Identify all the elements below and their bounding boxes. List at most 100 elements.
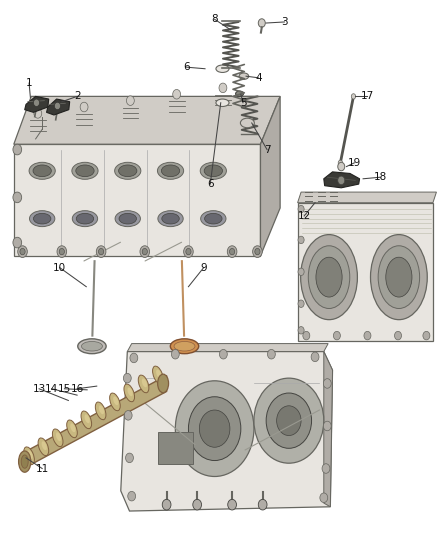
Ellipse shape (78, 339, 106, 354)
Ellipse shape (113, 397, 118, 405)
Ellipse shape (29, 163, 55, 179)
Circle shape (255, 248, 260, 255)
Ellipse shape (158, 211, 183, 227)
Text: 14: 14 (45, 384, 58, 394)
Circle shape (99, 248, 104, 255)
Circle shape (303, 332, 310, 340)
Ellipse shape (371, 235, 427, 320)
Ellipse shape (33, 213, 51, 224)
Text: 1: 1 (26, 78, 32, 88)
Circle shape (338, 160, 343, 165)
Text: 7: 7 (264, 144, 270, 155)
Polygon shape (297, 203, 433, 341)
Polygon shape (297, 192, 436, 203)
Circle shape (193, 499, 201, 510)
Ellipse shape (316, 257, 342, 297)
Ellipse shape (156, 369, 161, 378)
Text: 17: 17 (361, 91, 374, 101)
Ellipse shape (29, 211, 55, 227)
Ellipse shape (138, 375, 149, 393)
Ellipse shape (24, 447, 34, 465)
Ellipse shape (72, 163, 98, 179)
Ellipse shape (76, 165, 94, 176)
Polygon shape (46, 99, 70, 115)
Ellipse shape (42, 441, 47, 450)
Ellipse shape (56, 432, 61, 441)
Ellipse shape (119, 165, 137, 176)
Polygon shape (21, 375, 166, 470)
Ellipse shape (201, 211, 226, 227)
Circle shape (126, 453, 134, 463)
Circle shape (266, 393, 311, 448)
Circle shape (298, 236, 304, 244)
Ellipse shape (95, 402, 106, 419)
Text: 11: 11 (35, 464, 49, 473)
Polygon shape (14, 144, 261, 256)
Ellipse shape (115, 211, 141, 227)
Ellipse shape (174, 342, 195, 351)
Ellipse shape (110, 393, 120, 411)
Ellipse shape (161, 165, 180, 176)
Text: 19: 19 (348, 158, 361, 168)
Text: 6: 6 (207, 179, 214, 189)
Ellipse shape (205, 213, 222, 224)
Circle shape (59, 248, 64, 255)
Circle shape (258, 19, 265, 27)
Circle shape (338, 163, 345, 171)
Ellipse shape (76, 213, 94, 224)
Circle shape (230, 248, 235, 255)
Polygon shape (127, 344, 328, 352)
Circle shape (13, 192, 21, 203)
Ellipse shape (239, 73, 249, 79)
Ellipse shape (157, 163, 184, 179)
Ellipse shape (308, 246, 350, 309)
Circle shape (57, 246, 67, 257)
Circle shape (323, 378, 331, 388)
Circle shape (33, 99, 39, 107)
Ellipse shape (18, 451, 31, 472)
Ellipse shape (27, 450, 32, 459)
Circle shape (219, 350, 227, 359)
Circle shape (227, 246, 237, 257)
Ellipse shape (162, 213, 179, 224)
Ellipse shape (115, 163, 141, 179)
Circle shape (18, 246, 27, 257)
Text: 4: 4 (255, 73, 261, 83)
Text: 18: 18 (374, 172, 387, 182)
Ellipse shape (38, 438, 49, 456)
Ellipse shape (33, 165, 51, 176)
Circle shape (351, 94, 356, 99)
Circle shape (173, 90, 180, 99)
Text: 9: 9 (201, 263, 207, 272)
Ellipse shape (240, 118, 254, 128)
Ellipse shape (216, 65, 229, 72)
Polygon shape (25, 96, 49, 112)
Circle shape (338, 176, 345, 184)
Circle shape (13, 237, 21, 248)
Ellipse shape (158, 374, 169, 393)
Ellipse shape (200, 163, 226, 179)
Ellipse shape (99, 406, 104, 414)
Ellipse shape (72, 211, 98, 227)
Circle shape (423, 332, 430, 340)
Text: 12: 12 (297, 211, 311, 221)
Circle shape (171, 350, 179, 359)
Circle shape (320, 493, 328, 503)
Ellipse shape (378, 246, 420, 309)
Circle shape (254, 378, 324, 463)
Circle shape (395, 332, 402, 340)
Circle shape (298, 300, 304, 308)
Circle shape (298, 268, 304, 276)
Ellipse shape (81, 411, 92, 429)
Ellipse shape (127, 387, 133, 396)
Circle shape (333, 332, 340, 340)
Circle shape (323, 421, 331, 431)
Circle shape (54, 102, 60, 110)
Circle shape (124, 373, 131, 383)
Ellipse shape (204, 165, 223, 176)
Ellipse shape (67, 420, 77, 438)
Ellipse shape (142, 378, 147, 387)
Circle shape (322, 464, 330, 473)
Circle shape (175, 381, 254, 477)
Circle shape (124, 410, 132, 420)
